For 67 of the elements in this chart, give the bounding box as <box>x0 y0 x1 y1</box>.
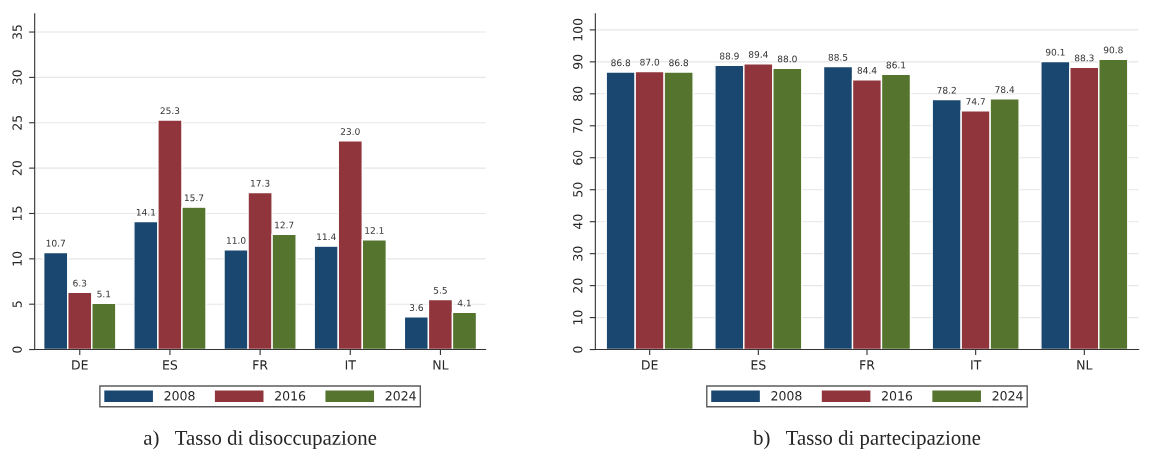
data-label: 4.1 <box>457 299 471 307</box>
y-tick-label: 35 <box>12 25 22 40</box>
data-label: 11.0 <box>227 237 246 244</box>
legend-label: 2024 <box>385 391 416 401</box>
y-tick-label: 10 <box>12 251 22 266</box>
data-label: 88.9 <box>719 52 739 60</box>
legend-label: 2016 <box>275 391 306 401</box>
data-label: 25.3 <box>160 107 180 115</box>
data-label: 14.1 <box>136 209 156 216</box>
x-tick-label: ES <box>163 360 178 370</box>
x-tick-label: IT <box>345 360 356 370</box>
legend-label: 2008 <box>164 391 195 401</box>
data-label: 86.8 <box>669 59 689 67</box>
legend-label: 2008 <box>771 391 802 401</box>
data-label: 6.3 <box>73 279 87 287</box>
data-label: 86.8 <box>611 59 631 67</box>
y-tick-label: 15 <box>12 206 22 221</box>
legend-label: 2016 <box>882 391 913 401</box>
data-label: 74.7 <box>966 98 985 105</box>
x-tick-label: NL <box>433 360 449 370</box>
y-tick-label: 20 <box>12 161 22 176</box>
data-label: 84.4 <box>857 67 877 74</box>
data-label: 23.0 <box>340 128 360 135</box>
data-label: 88.5 <box>828 53 848 61</box>
data-label: 88.3 <box>1074 54 1094 62</box>
y-tick-label: 20 <box>573 278 583 293</box>
data-label: 90.8 <box>1103 46 1123 54</box>
y-tick-label: 30 <box>573 246 583 261</box>
y-tick-label: 60 <box>573 150 583 165</box>
x-tick-label: NL <box>1077 360 1093 370</box>
data-label: 86.1 <box>886 61 906 69</box>
y-tick-label: 40 <box>573 214 583 230</box>
y-tick-label: 0 <box>573 346 583 353</box>
x-tick-label: IT <box>971 360 982 370</box>
y-tick-label: 90 <box>573 54 583 70</box>
y-tick-label: 5 <box>12 301 22 308</box>
data-label: 89.4 <box>748 51 768 58</box>
data-label: 88.0 <box>777 55 797 63</box>
y-tick-label: 50 <box>573 182 583 197</box>
x-tick-label: DE <box>72 360 88 370</box>
y-tick-label: 30 <box>12 70 22 85</box>
x-tick-label: FR <box>860 360 875 370</box>
data-label: 5.5 <box>433 287 447 294</box>
x-tick-label: DE <box>642 360 658 370</box>
x-tick-label: ES <box>751 360 766 370</box>
data-label: 12.7 <box>275 221 294 229</box>
data-label: 11.4 <box>317 233 336 241</box>
text: b) Tasso di partecipazione <box>753 430 981 450</box>
y-tick-label: 70 <box>573 118 583 133</box>
data-label: 10.7 <box>46 239 65 247</box>
data-label: 78.2 <box>937 86 956 94</box>
y-tick-label: 25 <box>12 115 22 130</box>
data-label: 17.3 <box>251 179 270 187</box>
data-label: 15.7 <box>184 194 204 202</box>
y-tick-label: 80 <box>573 86 583 101</box>
data-label: 87.0 <box>640 58 660 66</box>
y-tick-label: 10 <box>573 310 583 325</box>
y-tick-label: 0 <box>12 346 22 353</box>
data-label: 12.1 <box>365 227 384 234</box>
data-label: 90.1 <box>1045 48 1065 56</box>
x-tick-label: FR <box>253 360 268 370</box>
text: a) Tasso di disoccupazione <box>144 430 377 450</box>
data-label: 3.6 <box>409 304 423 311</box>
legend-label: 2024 <box>992 391 1023 401</box>
y-tick-label: 100 <box>573 18 583 41</box>
data-label: 5.1 <box>97 290 111 298</box>
data-label: 78.4 <box>995 86 1015 94</box>
